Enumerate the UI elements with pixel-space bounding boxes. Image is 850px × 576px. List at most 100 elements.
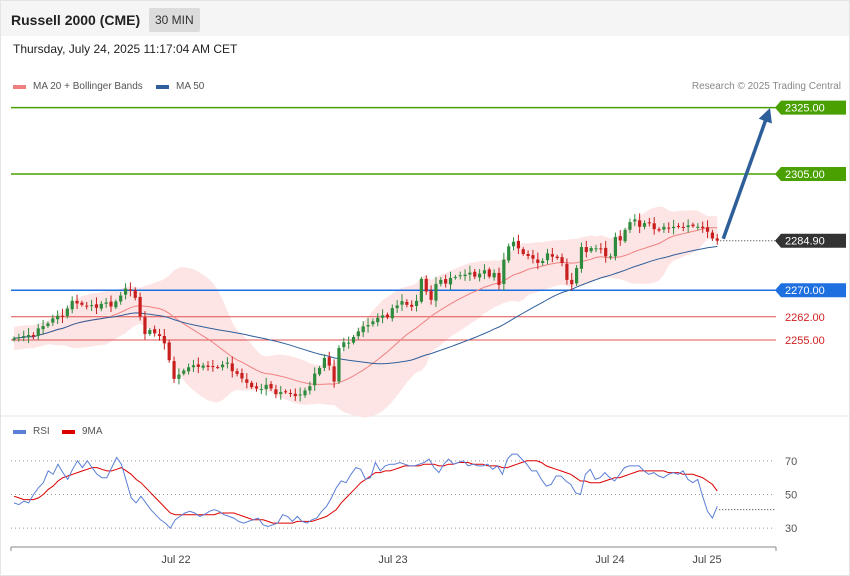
candle-body [245, 379, 249, 383]
candle-body [128, 289, 132, 291]
candle-body [46, 323, 50, 327]
candle-body [41, 326, 45, 330]
candle-body [65, 308, 69, 316]
candle-body [584, 247, 588, 253]
candle-body [36, 328, 40, 336]
candle-body [434, 283, 438, 301]
credit-label: Research © 2025 Trading Central [691, 81, 841, 92]
legend-rsi-label: RSI [33, 426, 50, 437]
candle-body [390, 308, 394, 319]
candle-body [701, 226, 705, 229]
candle-body [22, 336, 26, 338]
candle-body [153, 329, 157, 334]
legend-ma50-label: MA 50 [176, 81, 205, 92]
candle-body [715, 238, 719, 241]
candle-body [560, 257, 564, 263]
instrument-title: Russell 2000 (CME) [11, 12, 141, 28]
candle-body [478, 273, 482, 278]
candle-body [541, 260, 545, 263]
candle-body [502, 259, 506, 285]
candle-body [206, 365, 210, 367]
candle-body [148, 330, 152, 335]
candle-body [90, 305, 94, 307]
candle-body [172, 361, 176, 379]
price-tag-2305.00 [775, 167, 846, 181]
candle-body [667, 227, 671, 229]
candle-body [638, 220, 642, 227]
candle-body [201, 365, 205, 368]
candle-body [230, 363, 234, 372]
candle-body [138, 297, 142, 317]
price-tag-2325.00 [775, 100, 846, 115]
candle-body [250, 382, 254, 388]
candle-body [332, 366, 336, 382]
candle-body [167, 342, 171, 361]
candle-body [468, 272, 472, 275]
legend-ma50: MA 50 [156, 81, 204, 92]
candle-body [531, 255, 535, 259]
candle-body [313, 373, 317, 386]
candle-body [691, 224, 695, 227]
candle-body [439, 279, 443, 284]
candle-body [177, 374, 181, 379]
candle-body [85, 305, 89, 307]
x-tick-label: Jul 22 [161, 554, 190, 566]
timeframe-badge[interactable]: 30 MIN [149, 8, 200, 32]
candle-body [482, 270, 487, 274]
candle-body [342, 342, 346, 348]
candle-body [647, 222, 651, 224]
candle-body [235, 371, 239, 374]
rsi-level-label: 30 [785, 523, 797, 535]
candle-body [419, 278, 423, 302]
candle-body [240, 373, 244, 379]
candle-body [143, 317, 147, 335]
x-tick-label: Jul 23 [378, 554, 407, 566]
candle-body [264, 384, 268, 390]
bollinger-band-area [14, 206, 718, 418]
candle-body [575, 267, 579, 284]
legend-9ma-label: 9MA [82, 426, 103, 437]
candle-body [511, 241, 516, 247]
candle-body [191, 365, 196, 368]
forecast-arrow-head [758, 107, 772, 124]
candle-body [414, 300, 419, 306]
candle-body [94, 304, 99, 308]
candle-body [458, 275, 462, 277]
candle-body [705, 227, 710, 232]
candle-body [12, 338, 16, 340]
ma20-swatch [13, 84, 26, 89]
candle-body [216, 367, 220, 369]
candle-body [565, 263, 569, 280]
candle-body [681, 226, 685, 228]
candle-body [298, 394, 302, 396]
candle-body [618, 236, 622, 241]
ma9-swatch [62, 429, 75, 434]
candle-body [429, 290, 433, 300]
candle-body [157, 334, 162, 337]
candle-body [196, 364, 200, 367]
timestamp-label: Thursday, July 24, 2025 11:17:04 AM CET [13, 42, 238, 56]
candle-body [322, 357, 326, 368]
candle-body [608, 256, 613, 258]
candle-body [75, 300, 79, 304]
rsi-ma-line [13, 460, 718, 524]
candle-body [56, 315, 60, 320]
candle-body [51, 318, 55, 323]
candle-body [366, 325, 370, 327]
candle-body [347, 342, 351, 344]
candle-body [604, 247, 608, 257]
candle-body [686, 225, 690, 228]
candle-body [31, 335, 35, 337]
candle-body [652, 223, 656, 230]
candle-body [356, 331, 360, 337]
candle-body [492, 272, 496, 278]
rsi-level-label: 50 [785, 490, 797, 502]
candle-body [133, 290, 137, 298]
candle-body [507, 246, 511, 261]
legend-ma20-label: MA 20 + Bollinger Bands [33, 81, 143, 92]
candle-body [657, 229, 661, 231]
candle-body [17, 337, 21, 339]
ma50-line [13, 245, 718, 365]
candle-body [555, 256, 559, 258]
